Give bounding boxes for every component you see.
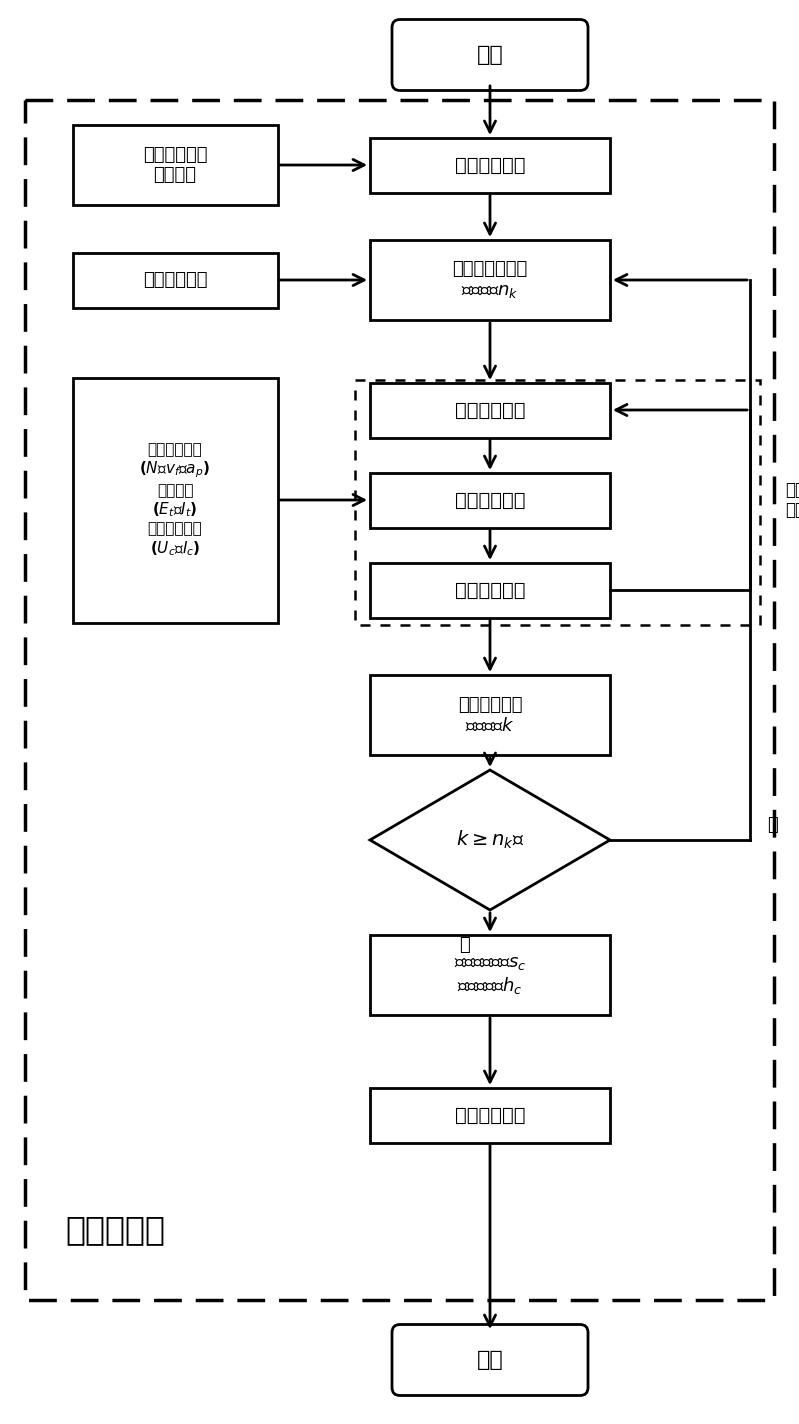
Bar — [370, 473, 610, 527]
Bar — [355, 380, 760, 625]
Text: $k\geq n_k$？: $k\geq n_k$？ — [456, 829, 524, 852]
Text: 修平参数调节: 修平参数调节 — [455, 490, 525, 510]
Bar — [370, 562, 610, 618]
Text: 结束: 结束 — [477, 1350, 503, 1370]
Bar — [73, 377, 277, 622]
Bar — [73, 125, 277, 205]
Text: 专家数据库: 专家数据库 — [65, 1213, 165, 1246]
Bar — [370, 383, 610, 437]
Bar — [370, 1088, 610, 1142]
FancyBboxPatch shape — [392, 20, 588, 91]
Text: 机床停止工作: 机床停止工作 — [455, 1105, 525, 1125]
Bar — [370, 241, 610, 320]
Text: 统计砂轮实际
旋转圈数$k$: 统计砂轮实际 旋转圈数$k$ — [458, 695, 523, 735]
Text: 加工质量等级: 加工质量等级 — [143, 271, 207, 289]
Text: 是: 是 — [459, 936, 471, 954]
Polygon shape — [370, 770, 610, 910]
Bar — [73, 252, 277, 308]
Text: 输入砂轮参数: 输入砂轮参数 — [455, 155, 525, 175]
Bar — [370, 138, 610, 192]
Text: 砂轮直径、目
数和浓度: 砂轮直径、目 数和浓度 — [143, 145, 207, 184]
Text: 规划砂轮路径: 规划砂轮路径 — [455, 400, 525, 420]
Text: 反馈
控制: 反馈 控制 — [785, 481, 799, 520]
Bar — [25, 100, 774, 1300]
Text: 计算修平面积$s_c$
和出刃高度$h_c$: 计算修平面积$s_c$ 和出刃高度$h_c$ — [454, 954, 527, 997]
Bar — [370, 936, 610, 1015]
Text: 确定砂轮旋转圈
数目标值$n_k$: 确定砂轮旋转圈 数目标值$n_k$ — [452, 261, 527, 300]
Text: 磨粒在位修平: 磨粒在位修平 — [455, 581, 525, 600]
FancyBboxPatch shape — [392, 1324, 588, 1396]
Bar — [370, 675, 610, 755]
Text: 机床运动参数
($N$、$v_f$、$a_p$)
电源参数
($E_t$、$I_t$)
脉冲放电参数
($U_c$、$I_c$): 机床运动参数 ($N$、$v_f$、$a_p$) 电源参数 ($E_t$、$I_… — [140, 441, 210, 558]
Text: 否: 否 — [766, 816, 777, 834]
Text: 开始: 开始 — [477, 46, 503, 66]
